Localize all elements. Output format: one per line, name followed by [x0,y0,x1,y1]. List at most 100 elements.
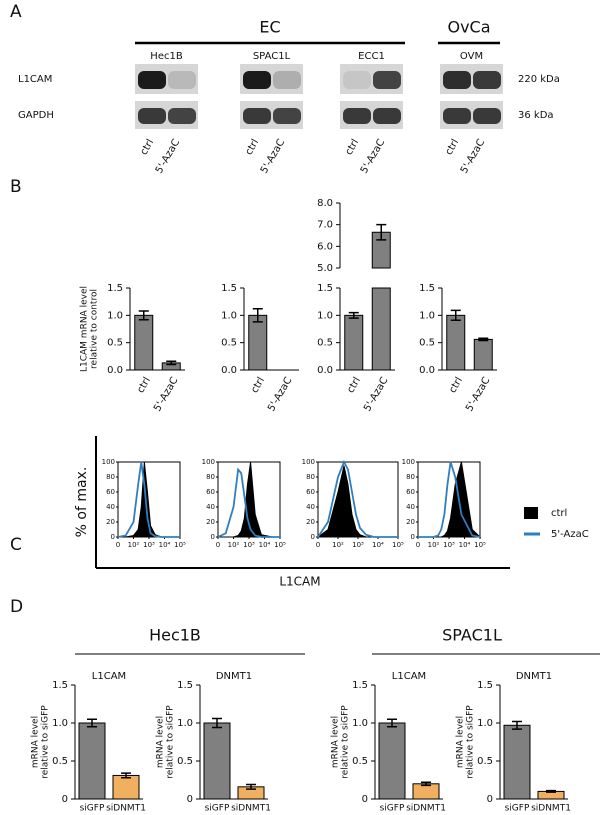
y-tick-label: 0 [187,794,193,805]
y-tick-label: 40 [106,503,115,511]
panel-label: D [10,597,23,617]
blot-band [243,108,271,124]
lane-label: 5'-AzaC [259,137,287,175]
y-tick-label: 60 [306,488,315,496]
histogram-line [217,467,280,538]
y-tick-label: 60 [206,488,215,496]
blot-band [343,71,371,89]
y-tick-label: 80 [306,473,315,481]
bar [203,722,231,800]
error-bar [121,772,131,779]
y-tick-label: 0.5 [317,338,333,349]
y-tick-label: 1.0 [419,310,435,321]
y-tick-label: 0.0 [317,365,333,376]
x-tick-label: 10⁴ [259,541,271,549]
y-tick-label: 80 [206,473,215,481]
bar [344,314,364,371]
group-title: SPAC1L [442,626,502,645]
error-bar [252,308,263,323]
y-tick-label: 20 [206,518,215,526]
y-axis-label: relative to siGFP [466,705,476,779]
lane-label: 5'-AzaC [459,137,487,175]
panel-label: A [10,2,22,22]
bar [412,783,440,800]
y-tick-label: 1.0 [107,310,123,321]
error-bar [512,720,522,730]
bar [378,722,406,800]
blot-band [168,71,196,89]
chart-title: L1CAM [392,671,426,682]
bar [473,338,493,371]
y-tick-label: 0.5 [221,338,237,349]
y-tick-label: 0.5 [352,756,368,767]
y-tick-label: 1.0 [317,310,333,321]
x-tick-label: 10⁵ [274,541,286,549]
blot-band [168,108,196,124]
x-tick-label: 5'-AzaC [464,375,492,413]
y-tick-label: 1.5 [177,680,193,691]
y-tick-label: 60 [406,488,415,496]
y-tick-label: 1.5 [107,283,123,294]
chart-title: L1CAM [92,671,126,682]
blot-band [243,71,271,89]
y-axis-label: mRNA level [456,716,466,768]
x-tick-label: 10⁵ [474,541,486,549]
group-name: SPAC1L [253,51,291,62]
x-tick-label: 5'-AzaC [362,375,390,413]
y-tick-label: 40 [306,503,315,511]
blot-band [373,108,401,124]
blot-band [373,71,401,89]
y-tick-label: 40 [406,503,415,511]
blot-band [443,108,471,124]
legend-swatch [524,507,538,519]
bar [134,314,154,371]
size-label: 220 kDa [518,74,560,85]
y-tick-label: 0.0 [419,365,435,376]
x-tick-label: 10³ [352,541,364,549]
x-tick-label: 10² [228,541,240,549]
histogram-line [117,461,180,538]
legend-label: 5'-AzaC [551,529,589,540]
bar [503,724,531,800]
y-tick-label: 80 [406,473,415,481]
group-name: OVM [460,51,483,62]
x-tick-label: 10⁴ [372,541,384,549]
error-bar [376,223,387,241]
y-tick-label: 0 [487,794,493,805]
y-tick-label: 60 [106,488,115,496]
y-axis-label: % of max. [74,467,90,538]
group-name: Hec1B [150,51,183,62]
x-tick-label: siGFP [80,804,105,814]
y-tick-label: 0.5 [177,756,193,767]
blot-band [273,71,301,89]
blot-band [473,71,501,89]
x-tick-label: 0 [116,541,120,549]
y-axis-label: relative to siGFP [341,705,351,779]
y-tick-label: 0 [211,533,215,541]
blot-band [273,108,301,124]
x-tick-label: siGFP [205,804,230,814]
y-tick-label: 1.5 [317,283,333,294]
error-bar [421,781,431,787]
y-tick-label: 1.5 [477,680,493,691]
panel-label: B [10,177,22,197]
group-title: Hec1B [149,626,201,645]
blot-header: EC [259,18,280,37]
y-axis-label: mRNA level [31,716,41,768]
y-tick-label: 8.0 [317,198,333,209]
y-axis-label: mRNA level [331,716,341,768]
row-label: L1CAM [18,74,52,85]
x-tick-label: 10² [128,541,140,549]
y-tick-label: 40 [206,503,215,511]
blot-band [138,71,166,89]
error-bar [212,717,222,729]
error-bar [387,718,397,728]
x-tick-label: 5'-AzaC [152,375,180,413]
bar [112,774,140,800]
lane-label: ctrl [244,138,262,158]
y-tick-label: 0 [362,794,368,805]
y-tick-label: 0.5 [419,338,435,349]
y-tick-label: 0 [111,533,115,541]
